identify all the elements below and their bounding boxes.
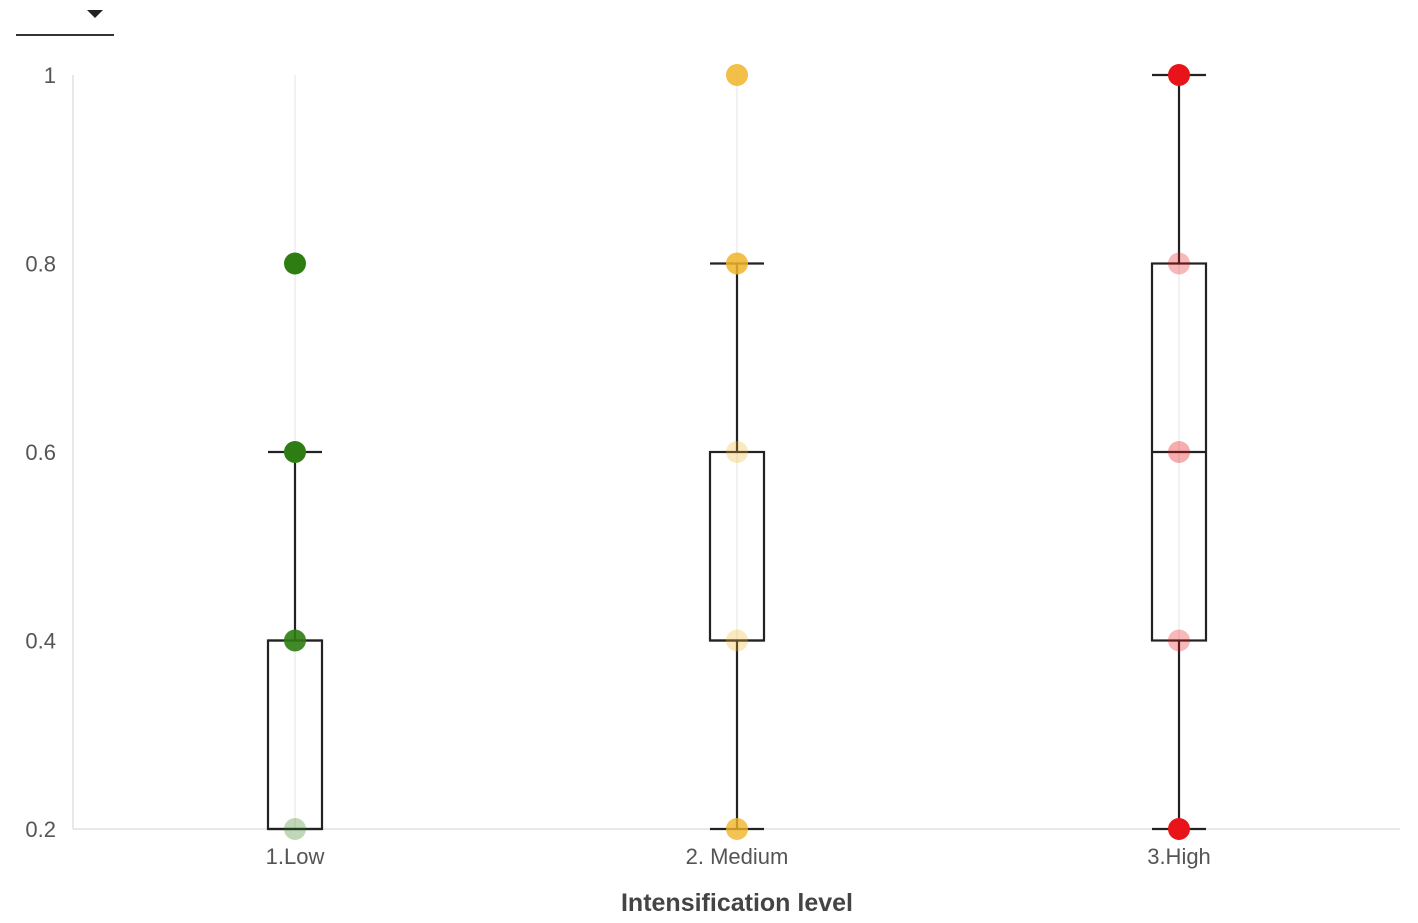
data-point — [284, 818, 306, 840]
data-point — [726, 629, 748, 652]
data-point — [1168, 252, 1190, 275]
data-point — [1168, 64, 1190, 86]
y-tick-label: 0.2 — [25, 817, 56, 842]
x-tick-label: 3.High — [1147, 844, 1211, 869]
data-point — [1168, 818, 1190, 840]
data-point — [726, 64, 748, 86]
chart-selector-dropdown[interactable] — [16, 0, 114, 36]
y-tick-label: 0.8 — [25, 252, 56, 277]
y-tick-label: 0.6 — [25, 440, 56, 465]
x-axis-title: Intensification level — [621, 889, 853, 917]
data-point — [1168, 441, 1190, 463]
y-tick-label: 1 — [44, 63, 56, 88]
y-tick-label: 0.4 — [25, 629, 56, 654]
data-point — [284, 252, 306, 275]
data-point — [284, 441, 306, 463]
x-tick-label: 2. Medium — [686, 844, 789, 869]
data-point — [726, 252, 748, 275]
point-layer — [284, 64, 1190, 840]
data-point — [726, 441, 748, 463]
label-layer: 0.2 0.4 0.6 0.8 1 1.Low 2. Medium 3.High Intensi… — [25, 63, 1210, 917]
data-point — [726, 818, 748, 840]
data-point — [1168, 629, 1190, 652]
x-tick-label: 1.Low — [266, 844, 325, 869]
caret-down-icon — [87, 10, 103, 18]
data-point — [284, 629, 306, 652]
